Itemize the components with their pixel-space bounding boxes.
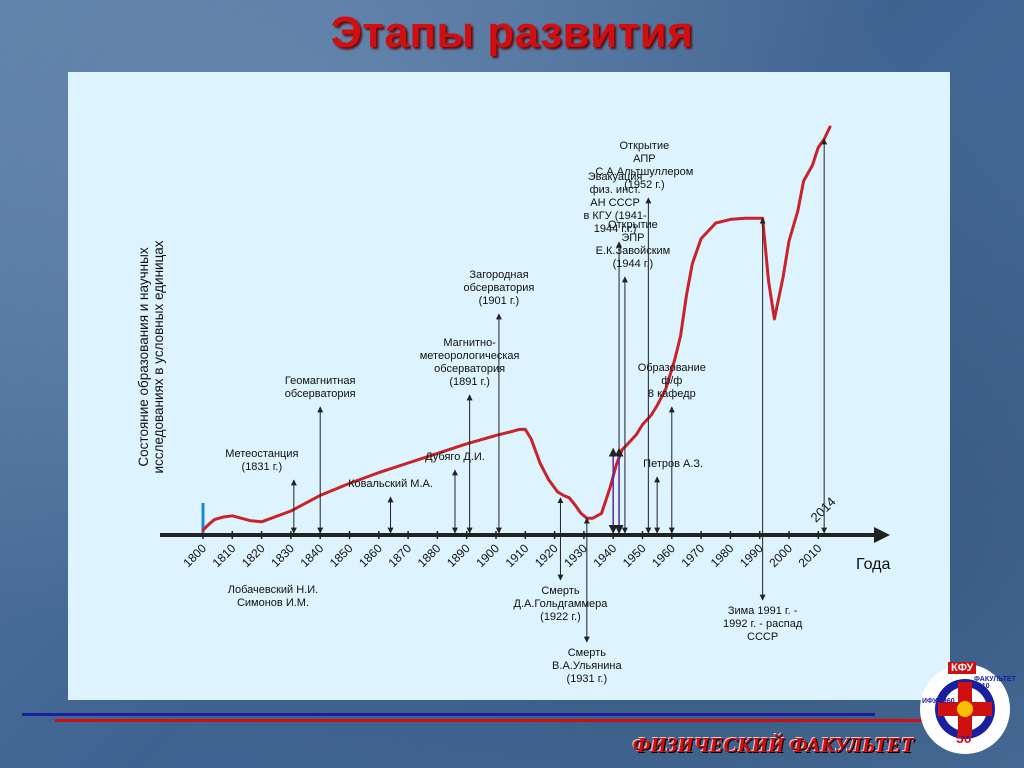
event-label: 1992 г. - распад (723, 618, 803, 630)
event-label: Магнитно- (443, 337, 496, 349)
x-tick-label: 1830 (268, 541, 297, 570)
x-tick-label: 1800 (180, 541, 209, 570)
footnote-label: Симонов И.М. (237, 597, 309, 609)
end-year-label: 2014 (808, 494, 839, 525)
event-label: метеорологическая (420, 350, 520, 362)
event-label: ф/ф (661, 375, 682, 387)
event-label: физ. инст. (590, 184, 641, 196)
event-label: (1831 г.) (242, 461, 283, 473)
x-tick-label: 1910 (503, 541, 532, 570)
event-label: ЭПР (621, 232, 644, 244)
footnote-label: Лобачевский Н.И. (228, 584, 318, 596)
event-label: Эвакуация (588, 171, 643, 183)
x-tick-label: 2010 (796, 541, 825, 570)
event-label: 1944 г.г.) (594, 223, 637, 235)
event-label: Открытие (608, 219, 658, 231)
footer-divider-blue (22, 713, 875, 716)
faculty-logo: КФУ 50 ИФУ 1960 ФАКУЛЬТЕТ 2010 (920, 662, 1016, 754)
event-label: (1944 г.) (613, 258, 654, 270)
event-label: Д.А.Гольдгаммера (513, 598, 608, 610)
x-tick-label: 1960 (649, 541, 678, 570)
event-label: Открытие (619, 140, 669, 152)
event-label: Загородная (469, 269, 528, 281)
x-tick-label: 1920 (532, 541, 561, 570)
y-axis-label: исследованиях в условных единицах (151, 240, 166, 473)
chart-panel: 1800 1810 1820 1830 1840 1850 1860 1870 1880 1890… (68, 72, 950, 700)
logo-left-arc: ИФУ 1960 (922, 698, 955, 705)
logo-right-arc: ФАКУЛЬТЕТ 2010 (974, 676, 1016, 690)
x-axis-label: Года (856, 556, 890, 573)
event-label: обсерватория (434, 363, 505, 375)
event-label: В.А.Ульянина (552, 660, 622, 672)
event-label: Ковальский М.А. (348, 478, 433, 490)
event-label: Зима 1991 г. - (728, 605, 798, 617)
x-tick-label: 1990 (737, 541, 766, 570)
logo-number: 50 (956, 730, 972, 746)
x-tick-label: 1850 (327, 541, 356, 570)
event-label: обсерватория (285, 388, 356, 400)
x-tick-label: 1840 (298, 541, 327, 570)
x-tick-label: 1820 (239, 541, 268, 570)
event-label: Образование (638, 362, 706, 374)
x-tick-label: 1970 (678, 541, 707, 570)
event-label: Смерть (541, 585, 580, 597)
x-tick-label: 1950 (620, 541, 649, 570)
event-label: 8 кафедр (648, 388, 696, 400)
event-label: Дубяго Д.И. (425, 451, 485, 463)
x-tick-label: 1930 (561, 541, 590, 570)
x-tick-label: 1980 (708, 541, 737, 570)
x-tick-label: 1880 (415, 541, 444, 570)
slide-title: Этапы развития (330, 8, 694, 57)
footer-divider-red (55, 719, 925, 722)
event-label: Смерть (568, 647, 607, 659)
event-label: С.А.Альтшуллером (595, 166, 693, 178)
event-label: (1931 г.) (567, 673, 608, 685)
event-label: обсерватория (463, 282, 534, 294)
event-label: (1922 г.) (540, 611, 581, 623)
x-tick-label: 1940 (591, 541, 620, 570)
x-tick-label: 1890 (444, 541, 473, 570)
logo-emblem-icon (935, 679, 995, 739)
x-tick-label: 1860 (356, 541, 385, 570)
event-label: СССР (747, 631, 778, 643)
x-tick-label: 2000 (766, 541, 795, 570)
x-axis-arrow (874, 527, 890, 543)
development-curve (201, 125, 832, 532)
development-chart: 1800 1810 1820 1830 1840 1850 1860 1870 1880 1890… (136, 125, 890, 685)
event-label: (1901 г.) (479, 295, 520, 307)
x-tick-label: 1810 (210, 541, 239, 570)
x-tick-label: 1870 (385, 541, 414, 570)
event-label: Геомагнитная (285, 375, 356, 387)
event-label: Е.К.Завойским (596, 245, 671, 257)
y-axis-label: Состояние образования и научных (136, 247, 151, 466)
event-label: АН СССР (590, 197, 640, 209)
event-label: АПР (633, 153, 655, 165)
event-label: в КГУ (1941- (584, 210, 647, 222)
logo-abbr: КФУ (948, 662, 977, 674)
event-label: Метеостанция (225, 448, 298, 460)
event-label: (1952 г.) (624, 179, 665, 191)
faculty-name: ФИЗИЧЕСКИЙ ФАКУЛЬТЕТ (632, 733, 914, 757)
x-tick-label: 1900 (473, 541, 502, 570)
event-label: Петров А.З. (643, 458, 703, 470)
event-label: (1891 г.) (449, 376, 490, 388)
